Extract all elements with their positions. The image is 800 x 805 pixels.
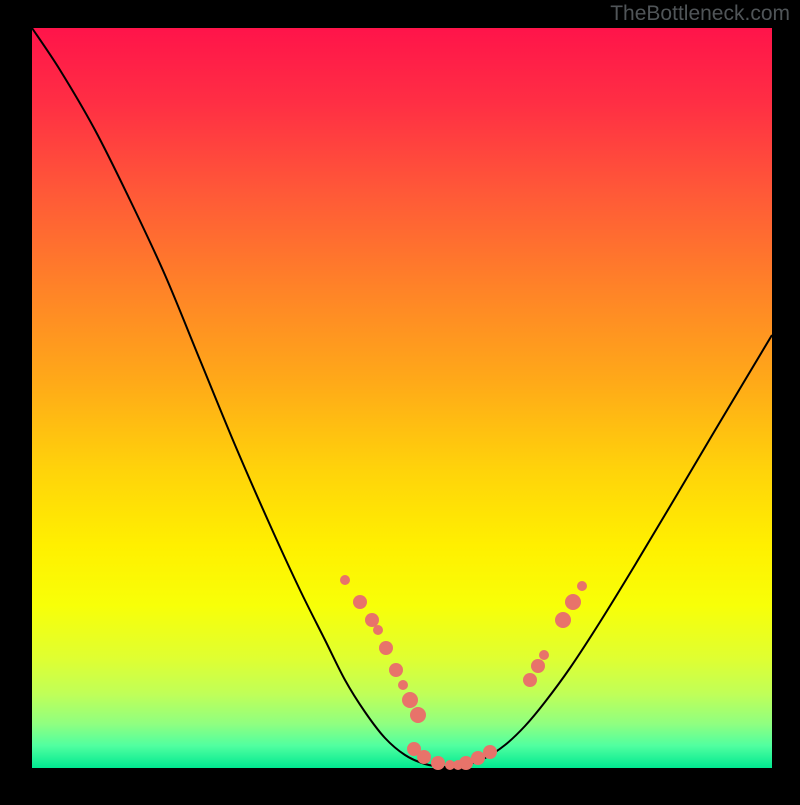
plot-background [32, 28, 772, 768]
data-marker [555, 612, 571, 628]
data-marker [353, 595, 367, 609]
data-marker [410, 707, 426, 723]
data-marker [565, 594, 581, 610]
data-marker [539, 650, 549, 660]
data-marker [431, 756, 445, 770]
chart-svg [0, 0, 800, 800]
data-marker [459, 756, 473, 770]
data-marker [398, 680, 408, 690]
data-marker [402, 692, 418, 708]
data-marker [373, 625, 383, 635]
bottleneck-chart [0, 0, 800, 805]
data-marker [389, 663, 403, 677]
data-marker [379, 641, 393, 655]
data-marker [340, 575, 350, 585]
data-marker [417, 750, 431, 764]
data-marker [483, 745, 497, 759]
data-marker [577, 581, 587, 591]
data-marker [365, 613, 379, 627]
data-marker [523, 673, 537, 687]
data-marker [531, 659, 545, 673]
watermark-text: TheBottleneck.com [610, 2, 790, 26]
data-marker [471, 751, 485, 765]
